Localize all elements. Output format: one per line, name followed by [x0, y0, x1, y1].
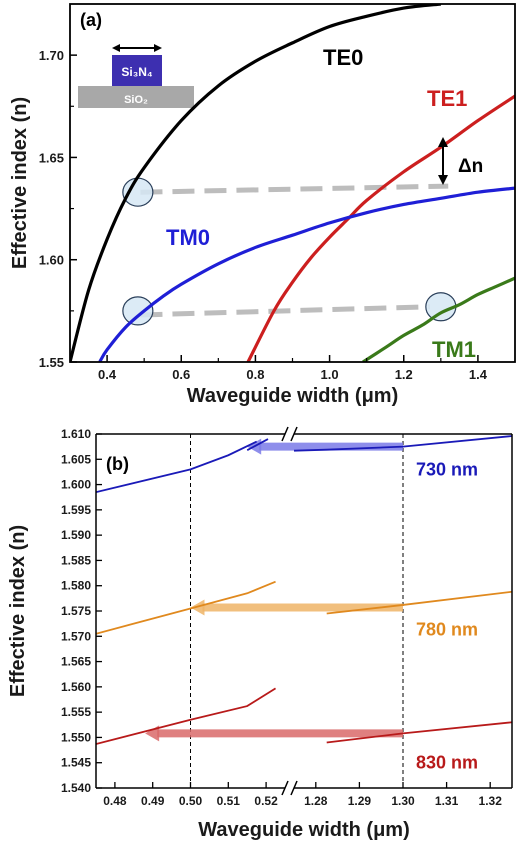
- arrow-730-nm: [247, 438, 403, 455]
- x-tick-label: 0.48: [103, 794, 127, 808]
- y-tick-label: 1.610: [61, 427, 91, 441]
- x-tick-label: 1.28: [304, 794, 328, 808]
- series-line-segment: [96, 440, 258, 494]
- arrow-780-nm: [190, 599, 403, 616]
- width-arrow-right-head: [154, 44, 162, 52]
- y-tick-label: 1.605: [61, 452, 91, 466]
- series-line-segment: [326, 590, 512, 615]
- inset-substrate-label: SiO₂: [124, 94, 148, 106]
- series-line-segment: [293, 435, 512, 452]
- y-tick-label: 1.565: [61, 655, 91, 669]
- series-730-nm: [96, 435, 512, 494]
- y-tick-label: 1.580: [61, 579, 91, 593]
- x-tick-label: 0.50: [179, 794, 203, 808]
- width-arrow-left-head: [112, 44, 120, 52]
- series-780-nm: [96, 580, 512, 635]
- panel-label-b: (b): [106, 454, 129, 474]
- panel-label-a: (a): [80, 10, 102, 30]
- series-label-780-nm: 780 nm: [416, 620, 478, 640]
- axis-break-mark: [281, 780, 289, 796]
- x-tick-label: 0.51: [217, 794, 241, 808]
- y-tick-label: 1.550: [61, 730, 91, 744]
- series-830-nm: [96, 687, 512, 745]
- mode-match-ellipse: [122, 296, 154, 326]
- y-tick-label: 1.590: [61, 528, 91, 542]
- curves-a: [70, 4, 515, 362]
- y-tick-label: 1.600: [61, 478, 91, 492]
- x-tick-label: 1.4: [469, 367, 488, 382]
- x-axis-title-a: Waveguide width (μm): [187, 385, 399, 407]
- y-tick-label: 1.65: [39, 150, 64, 165]
- y-axis-title-b: Effective index (n): [7, 525, 29, 697]
- panel-b: 0.48 0.49 0.50 0.51 0.52 1.28 1.29 1.30 1.31 1.32…: [7, 426, 513, 841]
- delta-n-arrow-top: [438, 137, 448, 147]
- x-tick-label: 0.8: [246, 367, 264, 382]
- x-tick-label: 0.4: [98, 367, 117, 382]
- series-label-830-nm: 830 nm: [416, 753, 478, 773]
- y-tick-label: 1.585: [61, 553, 91, 567]
- y-tick-label: 1.560: [61, 680, 91, 694]
- curves-b: [96, 435, 512, 745]
- x-tick-label: 0.6: [172, 367, 190, 382]
- y-tick-label: 1.60: [39, 253, 64, 268]
- y-tick-label: 1.55: [39, 355, 64, 370]
- panel-a: Si₃N₄ SiO₂ Δn TE0 TE1 TM0 TM1 0.4 0.6 0.8 1.0 1.2 1.…: [9, 3, 516, 407]
- x-tick-label: 0.52: [254, 794, 278, 808]
- si3n4-core: [112, 55, 162, 86]
- series-line-segment: [246, 438, 269, 451]
- curve-tm0: [98, 186, 515, 362]
- y-tick-label: 1.570: [61, 629, 91, 643]
- series-label-tm0: TM0: [166, 225, 210, 250]
- series-label-te1: TE1: [427, 86, 467, 111]
- y-tick-label: 1.555: [61, 705, 91, 719]
- series-line-segment: [326, 721, 512, 744]
- waveguide-inset: Si₃N₄ SiO₂: [78, 44, 194, 108]
- axis-break-mark: [290, 426, 298, 442]
- sio2-substrate: [78, 86, 194, 108]
- tm0-tm1-guide-line: [140, 304, 430, 318]
- y-tick-label: 1.595: [61, 503, 91, 517]
- series-label-te0: TE0: [323, 45, 363, 70]
- series-label-730-nm: 730 nm: [416, 459, 478, 479]
- x-tick-label: 1.30: [391, 794, 415, 808]
- inset-core-label: Si₃N₄: [121, 65, 153, 79]
- series-line-segment: [96, 687, 277, 745]
- axis-break-mark: [281, 426, 289, 442]
- y-tick-label: 1.540: [61, 781, 91, 795]
- x-tick-label: 1.2: [395, 367, 413, 382]
- series-label-tm1: TM1: [432, 337, 476, 362]
- y-axis-title-a: Effective index (n): [9, 97, 31, 269]
- x-tick-label: 0.49: [141, 794, 165, 808]
- x-tick-label: 1.29: [348, 794, 372, 808]
- curve-te0: [70, 4, 442, 362]
- y-tick-label: 1.545: [61, 756, 91, 770]
- delta-n-arrow-bottom: [438, 175, 448, 185]
- axis-break-mark: [290, 780, 298, 796]
- arrow-830-nm: [145, 725, 403, 742]
- x-tick-label: 1.31: [435, 794, 459, 808]
- curve-te1: [246, 94, 515, 362]
- y-tick-label: 1.575: [61, 604, 91, 618]
- x-tick-label: 1.32: [479, 794, 503, 808]
- y-tick-label: 1.70: [39, 48, 64, 63]
- x-axis-title-b: Waveguide width (μm): [198, 819, 410, 841]
- series-line-segment: [96, 580, 276, 635]
- curve-tm1: [362, 276, 515, 362]
- x-tick-label: 1.0: [321, 367, 339, 382]
- delta-n-label: Δn: [458, 156, 483, 177]
- te0-tm0-guide-line: [140, 183, 449, 195]
